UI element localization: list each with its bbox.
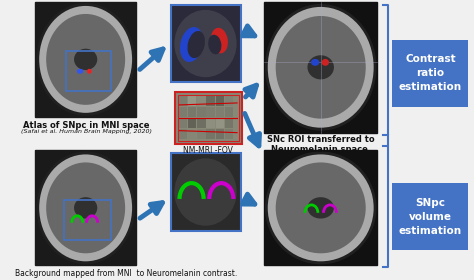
Bar [216, 96, 224, 106]
Bar [188, 118, 196, 128]
Ellipse shape [268, 154, 374, 261]
Bar [178, 95, 239, 141]
Ellipse shape [276, 16, 366, 119]
Ellipse shape [87, 69, 91, 74]
Text: (Safai et al. Human Brain Mapping, 2020): (Safai et al. Human Brain Mapping, 2020) [21, 129, 152, 134]
Bar [197, 107, 206, 117]
Bar [225, 118, 233, 128]
Ellipse shape [187, 31, 205, 58]
Bar [188, 96, 196, 106]
Bar [392, 39, 468, 107]
Ellipse shape [174, 10, 237, 77]
Ellipse shape [268, 7, 374, 128]
Bar [225, 96, 233, 106]
Bar [207, 129, 215, 139]
Ellipse shape [276, 162, 366, 253]
Ellipse shape [46, 162, 125, 253]
Text: Atlas of SNpc in MNI space: Atlas of SNpc in MNI space [23, 121, 150, 130]
Bar [64, 200, 111, 240]
Bar [207, 96, 215, 106]
Ellipse shape [180, 27, 203, 62]
Bar [216, 129, 224, 139]
Ellipse shape [208, 35, 221, 54]
Bar [216, 107, 224, 117]
Bar [197, 96, 206, 106]
Ellipse shape [74, 197, 97, 219]
Text: Background mapped from MNI  to Neuromelanin contrast.: Background mapped from MNI to Neuromelan… [16, 269, 237, 278]
Bar [175, 92, 242, 144]
Ellipse shape [36, 151, 135, 264]
Bar [392, 183, 468, 250]
Ellipse shape [311, 59, 319, 66]
Bar [171, 5, 241, 82]
Bar [207, 107, 215, 117]
Bar [197, 129, 206, 139]
Bar [197, 118, 206, 128]
Text: SNpc
volume
estimation: SNpc volume estimation [399, 198, 462, 236]
Bar [225, 129, 233, 139]
Bar [207, 118, 215, 128]
Bar [225, 107, 233, 117]
Text: Contrast
ratio
estimation: Contrast ratio estimation [399, 54, 462, 92]
Ellipse shape [77, 69, 83, 74]
Bar [179, 96, 187, 106]
Bar [264, 2, 377, 133]
Text: SNc ROI transferred to
Neuromelanin space.: SNc ROI transferred to Neuromelanin spac… [267, 135, 374, 154]
Bar [188, 129, 196, 139]
Bar [188, 107, 196, 117]
Ellipse shape [46, 14, 125, 105]
Text: NM-MRI -FOV: NM-MRI -FOV [183, 146, 233, 155]
Ellipse shape [39, 154, 132, 261]
Ellipse shape [36, 3, 135, 116]
Bar [216, 118, 224, 128]
Bar [36, 2, 136, 117]
Ellipse shape [265, 151, 376, 264]
Ellipse shape [39, 6, 132, 113]
Ellipse shape [174, 158, 237, 226]
Ellipse shape [308, 55, 334, 80]
Ellipse shape [74, 49, 97, 70]
Ellipse shape [265, 4, 376, 131]
Bar [179, 129, 187, 139]
Bar [66, 52, 111, 91]
Ellipse shape [322, 59, 329, 66]
Ellipse shape [308, 197, 334, 219]
Bar [179, 118, 187, 128]
Bar [179, 107, 187, 117]
Ellipse shape [211, 28, 228, 53]
Bar [171, 153, 241, 231]
Bar [264, 150, 377, 265]
Bar [36, 150, 136, 265]
